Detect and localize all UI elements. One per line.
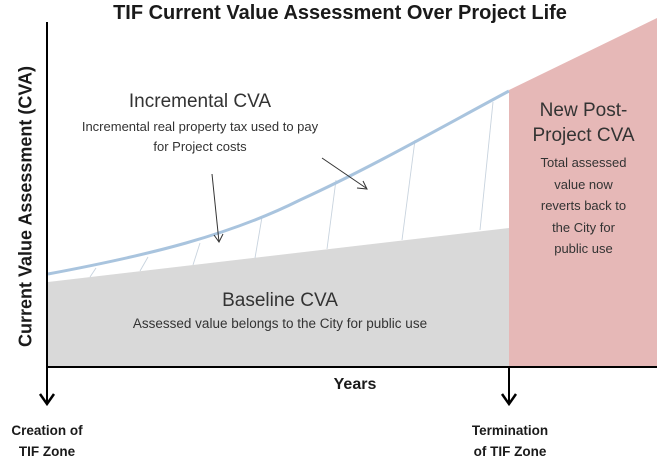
baseline-cva-title: Baseline CVA [222,290,338,311]
incremental-hatching [89,101,494,278]
axes [38,22,657,407]
y-axis-label: Current Value Assessment (CVA) [15,65,36,348]
post-project-cva-description: Total assessed value now reverts back to… [540,155,627,256]
annotation-arrows [211,157,368,243]
post-project-cva-region [509,18,657,367]
chart-title: TIF Current Value Assessment Over Projec… [113,2,567,24]
incremental-cva-description: Incremental real property tax used to pa… [81,119,319,154]
post-project-cva-title: New Post- Project CVA [532,100,635,146]
total-cva-curve [47,89,510,276]
baseline-cva-region [48,228,509,367]
tif-creation-marker-label: Creation of TIF Zone [11,423,83,459]
x-axis-label: Years [333,376,377,393]
baseline-cva-description: Assessed value belongs to the City for p… [132,316,428,331]
incremental-cva-title: Incremental CVA [128,91,272,112]
tif-termination-marker-label: Termination of TIF Zone [471,423,549,459]
